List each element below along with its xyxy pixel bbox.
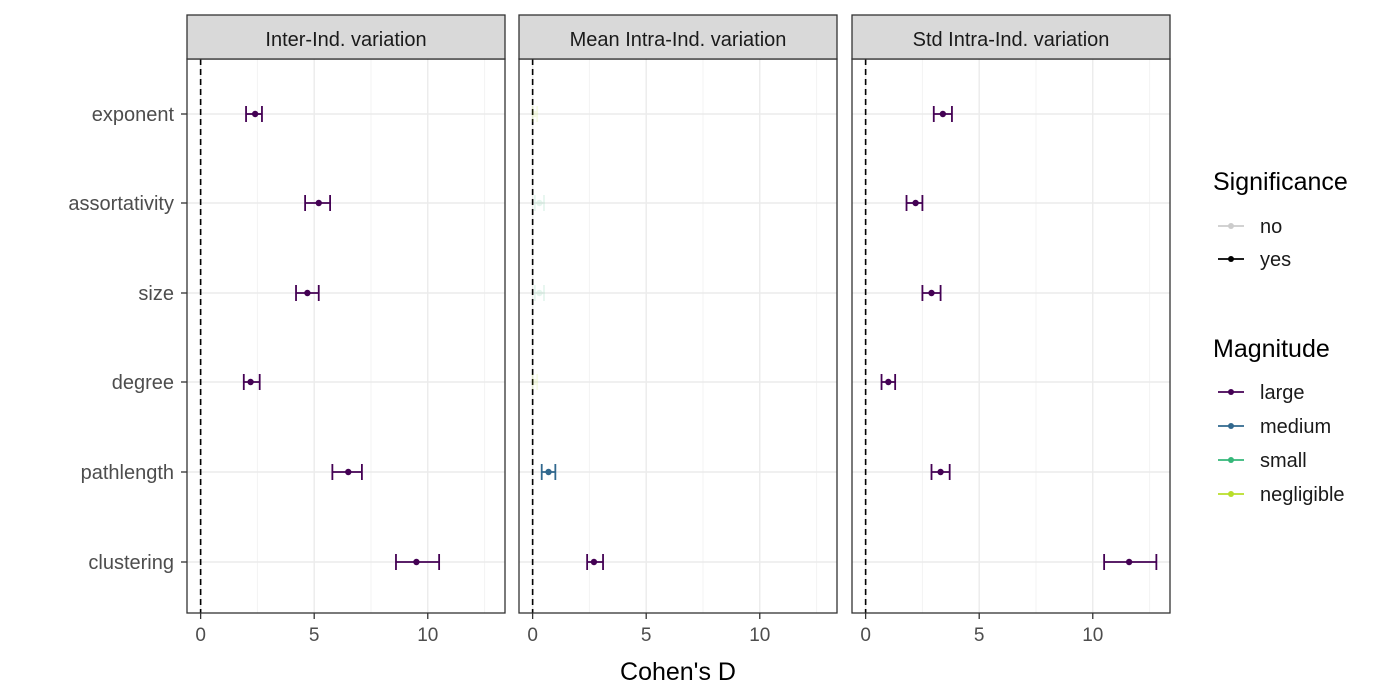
x-tick-label: 5 xyxy=(309,625,320,646)
point-marker xyxy=(536,199,543,207)
data-point-size xyxy=(921,285,942,301)
data-point-assortativity xyxy=(905,195,924,211)
data-point-size xyxy=(295,285,320,301)
y-tick-label: assortativity xyxy=(68,193,174,215)
point-marker xyxy=(413,558,420,566)
facet-strip xyxy=(186,14,506,60)
x-tick-label: 0 xyxy=(860,625,871,646)
x-tick-label: 0 xyxy=(527,625,538,646)
y-tick-label: size xyxy=(138,283,174,305)
legend-title: Significance xyxy=(1213,168,1348,196)
facet-strip-title: Inter-Ind. variation xyxy=(265,29,426,51)
point-marker xyxy=(251,110,259,118)
data-point-degree xyxy=(531,374,539,390)
facet-panel: Inter-Ind. variation 0 5 10 xyxy=(186,14,506,646)
point-marker xyxy=(928,289,935,297)
facet-strip xyxy=(518,14,838,60)
legend-title: Magnitude xyxy=(1213,335,1330,363)
x-tick-label: 10 xyxy=(417,625,438,646)
legend-item-label: medium xyxy=(1260,416,1331,438)
x-axis-title: Cohen's D xyxy=(620,658,736,686)
point-marker xyxy=(1125,558,1133,566)
legend-key-point xyxy=(1228,256,1234,262)
legend-item-label: small xyxy=(1260,450,1307,472)
panel-background xyxy=(852,59,1170,613)
y-tick-label: exponent xyxy=(92,104,175,126)
legend: Significance no yes Magnitude large medium sma… xyxy=(1213,168,1348,506)
x-tick-label: 10 xyxy=(749,625,770,646)
facet-panel: Mean Intra-Ind. variation 0 5 10 xyxy=(518,14,838,646)
data-point-assortativity xyxy=(534,195,545,211)
y-axis: exponent assortativity size degree pathlengt… xyxy=(68,104,187,574)
point-marker xyxy=(937,468,944,476)
legend-key-point xyxy=(1228,457,1234,463)
x-tick-label: 5 xyxy=(974,625,985,646)
panel-background xyxy=(187,59,505,613)
data-point-clustering xyxy=(395,554,441,570)
point-marker xyxy=(590,558,598,566)
legend-key-point xyxy=(1228,423,1234,429)
point-marker xyxy=(545,468,552,476)
legend-significance: Significance no yes xyxy=(1213,168,1348,271)
facet-strip xyxy=(851,14,1171,60)
data-point-pathlength xyxy=(331,464,363,480)
y-tick-label: degree xyxy=(112,372,174,394)
data-point-assortativity xyxy=(304,195,332,211)
legend-item-label: no xyxy=(1260,216,1282,238)
legend-magnitude: Magnitude large medium small negligible xyxy=(1213,335,1345,506)
legend-item-label: negligible xyxy=(1260,484,1345,506)
data-point-exponent xyxy=(245,106,263,122)
point-marker xyxy=(345,468,352,476)
point-marker xyxy=(536,289,543,297)
legend-item-label: yes xyxy=(1260,249,1291,271)
data-point-pathlength xyxy=(540,464,557,480)
point-marker xyxy=(247,378,254,386)
data-point-degree xyxy=(242,374,261,390)
x-tick-label: 0 xyxy=(195,625,206,646)
x-tick-label: 10 xyxy=(1082,625,1103,646)
point-marker xyxy=(939,110,947,118)
legend-key-point xyxy=(1228,223,1234,229)
legend-key-point xyxy=(1228,491,1234,497)
point-marker xyxy=(531,378,539,386)
x-tick-label: 5 xyxy=(641,625,652,646)
y-tick-label: pathlength xyxy=(81,462,174,484)
point-marker xyxy=(531,110,539,118)
data-point-clustering xyxy=(586,554,604,570)
facet-panel: Std Intra-Ind. variation 0 5 10 xyxy=(851,14,1171,646)
data-point-exponent xyxy=(932,106,953,122)
legend-key-point xyxy=(1228,389,1234,395)
data-point-exponent xyxy=(531,106,539,122)
facet-strip-title: Std Intra-Ind. variation xyxy=(913,29,1110,51)
data-point-size xyxy=(534,285,545,301)
point-marker xyxy=(885,378,892,386)
data-point-clustering xyxy=(1103,554,1158,570)
y-tick-label: clustering xyxy=(88,552,174,574)
legend-item-label: large xyxy=(1260,382,1304,404)
point-marker xyxy=(304,289,311,297)
data-point-pathlength xyxy=(930,464,951,480)
facet-strip-title: Mean Intra-Ind. variation xyxy=(570,29,787,51)
data-point-degree xyxy=(880,374,897,390)
point-marker xyxy=(315,199,322,207)
point-marker xyxy=(912,199,919,207)
panel-background xyxy=(519,59,837,613)
